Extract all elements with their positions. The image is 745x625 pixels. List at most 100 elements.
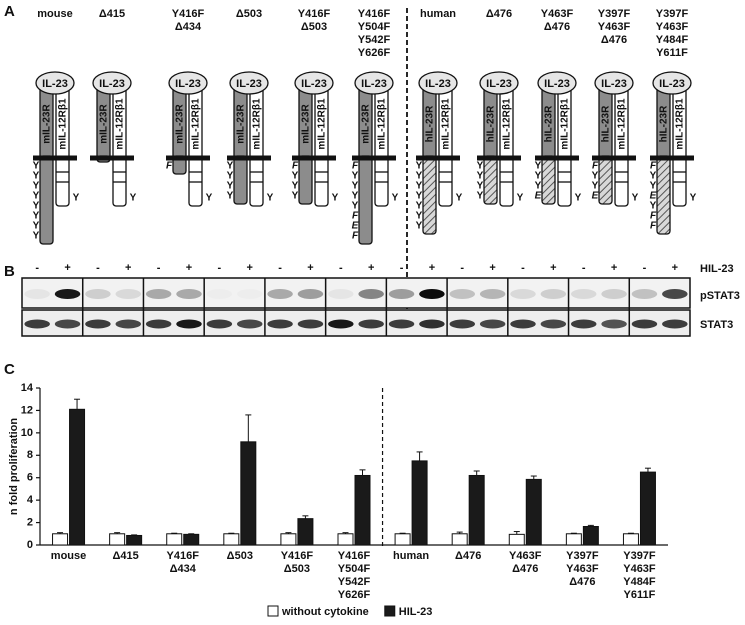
receptor-label: hIL-23R xyxy=(425,105,436,142)
residue: Y xyxy=(227,181,234,192)
residue: Y xyxy=(535,181,542,192)
y-tick-label: 2 xyxy=(27,516,33,528)
construct-label: Y463F xyxy=(541,8,574,20)
residue: Y xyxy=(33,171,40,182)
y-tick-label: 0 xyxy=(27,539,33,551)
x-tick-label: Y416F xyxy=(167,550,200,562)
pstat3-band xyxy=(388,289,415,299)
beta-label: mIL-12Rβ1 xyxy=(675,98,686,150)
residue: Y xyxy=(352,181,359,192)
pstat3-band xyxy=(24,289,50,299)
receptor-label: hIL-23R xyxy=(659,105,670,142)
beta-residue: Y xyxy=(332,193,339,204)
residue: Y xyxy=(292,171,299,182)
residue: Y xyxy=(535,171,542,182)
stat3-band xyxy=(419,319,445,329)
bar xyxy=(508,533,525,546)
ligand xyxy=(229,71,269,95)
beta-residue: Y xyxy=(690,193,697,204)
x-tick-label: Y416F xyxy=(338,550,371,562)
residue: Y xyxy=(416,171,423,182)
beta-residue: Y xyxy=(206,193,213,204)
beta-label: mIL-12Rβ1 xyxy=(502,98,513,150)
x-tick-label: Δ503 xyxy=(284,563,310,575)
construct-label: Δ503 xyxy=(236,8,262,20)
ligand xyxy=(354,71,394,95)
receptor-tail xyxy=(298,155,313,205)
receptor-tail xyxy=(39,155,54,245)
x-tick-label: Y484F xyxy=(623,576,656,588)
x-tick-label: Δ476 xyxy=(569,576,595,588)
legend-label: without cytokine xyxy=(281,606,369,618)
lane-treatment: - xyxy=(157,262,161,274)
residue: Y xyxy=(227,171,234,182)
construct-label: Δ476 xyxy=(544,21,570,33)
pstat3-band xyxy=(570,289,597,299)
residue: Y xyxy=(33,201,40,212)
bar xyxy=(183,533,200,546)
residue: Y xyxy=(416,211,423,222)
stat3-band xyxy=(631,319,658,329)
beta-label: mIL-12Rβ1 xyxy=(252,98,263,150)
x-tick-label: Y542F xyxy=(338,576,371,588)
lane-treatment: + xyxy=(125,262,131,274)
ligand-label: IL-23 xyxy=(659,78,685,90)
pstat3-band xyxy=(207,289,233,299)
x-tick-label: Δ476 xyxy=(455,550,481,562)
bar xyxy=(297,518,314,546)
legend-swatch xyxy=(384,605,396,617)
construct-label: Y416F xyxy=(358,8,391,20)
residue: Y xyxy=(650,201,657,212)
x-tick-label: Y463F xyxy=(566,563,599,575)
lane-treatment: - xyxy=(521,262,525,274)
receptor-label: mIL-23R xyxy=(99,103,110,143)
residue: Y xyxy=(33,191,40,202)
ligand-label: IL-23 xyxy=(99,78,125,90)
ligand xyxy=(294,71,334,95)
residue: F xyxy=(292,161,299,172)
residue: F xyxy=(650,221,657,232)
ligand xyxy=(92,71,132,95)
lane-treatment: + xyxy=(247,262,253,274)
residue: Y xyxy=(33,221,40,232)
ligand xyxy=(537,71,577,95)
bar xyxy=(411,460,428,546)
x-tick-label: Y397F xyxy=(623,550,656,562)
receptor-tail xyxy=(358,155,373,245)
x-tick-label: human xyxy=(393,550,429,562)
ligand-label: IL-23 xyxy=(601,78,627,90)
lane-treatment: + xyxy=(368,262,374,274)
stat3-band xyxy=(267,319,293,329)
receptor-tail xyxy=(483,155,498,205)
beta-residue: Y xyxy=(392,193,399,204)
beta-residue: Y xyxy=(73,193,80,204)
bar xyxy=(337,533,354,546)
residue: Y xyxy=(416,201,423,212)
receptor-tail xyxy=(422,155,437,235)
residue: Y xyxy=(650,171,657,182)
bar xyxy=(582,525,599,546)
construct-label: Y463F xyxy=(656,21,689,33)
pstat3-band xyxy=(115,289,142,299)
construct-label: Y484F xyxy=(656,34,689,46)
stat3-band xyxy=(540,319,567,329)
stat3-band xyxy=(328,319,354,329)
receptor-tail xyxy=(233,155,248,205)
lane-treatment: - xyxy=(582,262,586,274)
stat3-band xyxy=(24,319,50,329)
beta-label: mIL-12Rβ1 xyxy=(377,98,388,150)
lane-treatment: + xyxy=(489,262,495,274)
panel-label: B xyxy=(4,263,15,280)
bar xyxy=(69,408,86,546)
residue: Y xyxy=(416,161,423,172)
lane-treatment: + xyxy=(429,262,435,274)
residue: F xyxy=(166,161,173,172)
pstat3-band xyxy=(176,289,202,299)
receptor-label: mIL-23R xyxy=(301,103,312,143)
ligand-label: IL-23 xyxy=(301,78,327,90)
construct-label: Y504F xyxy=(358,21,391,33)
legend-swatch xyxy=(267,605,279,617)
residue: Y xyxy=(33,181,40,192)
pstat3-band xyxy=(237,289,263,299)
